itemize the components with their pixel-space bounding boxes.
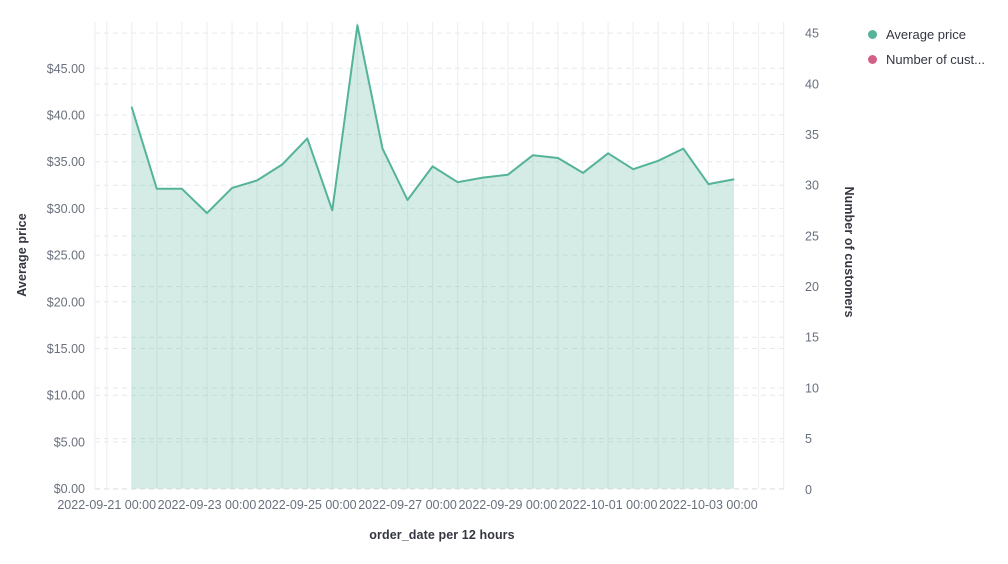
left-axis-tick-label: $30.00 (47, 202, 85, 216)
right-axis-tick-label: 0 (805, 483, 812, 497)
average-price-line (130, 24, 735, 215)
right-axis-tick-label: 10 (805, 381, 819, 395)
x-axis-tick-label: 2022-09-21 00:00 (57, 498, 156, 512)
left-axis-tick-label: $5.00 (54, 435, 85, 449)
left-axis-tick-label: $10.00 (47, 389, 85, 403)
average-price-area (131, 25, 734, 489)
right-axis-tick-labels: 0 5 10 15 20 25 30 35 40 45 (805, 27, 819, 497)
right-axis-tick-label: 20 (805, 280, 819, 294)
right-axis-tick-label: 15 (805, 331, 819, 345)
x-axis-title: order_date per 12 hours (369, 528, 515, 542)
x-axis-tick-labels: 2022-09-21 00:00 2022-09-23 00:00 2022-09-… (57, 498, 757, 512)
right-axis-tick-label: 45 (805, 27, 819, 41)
right-axis-tick-label: 35 (805, 128, 819, 142)
series-color-dot-icon (868, 30, 877, 39)
left-axis-tick-label: $15.00 (47, 342, 85, 356)
x-axis-tick-label: 2022-09-29 00:00 (458, 498, 557, 512)
x-axis-tick-label: 2022-10-01 00:00 (559, 498, 658, 512)
right-axis-tick-label: 25 (805, 229, 819, 243)
legend-label: Average price (886, 27, 966, 42)
x-axis-tick-label: 2022-10-03 00:00 (659, 498, 758, 512)
left-axis-tick-label: $45.00 (47, 62, 85, 76)
left-axis-tick-label: $0.00 (54, 482, 85, 496)
right-axis-tick-label: 5 (805, 432, 812, 446)
left-axis-tick-label: $20.00 (47, 295, 85, 309)
left-axis-tick-label: $25.00 (47, 249, 85, 263)
left-axis-title: Average price (15, 213, 29, 297)
legend-item-average-price[interactable]: Average price (862, 22, 1004, 47)
x-axis-tick-label: 2022-09-23 00:00 (158, 498, 257, 512)
legend: Average price Number of cust... (862, 22, 1004, 72)
right-axis-title: Number of customers (842, 186, 856, 318)
left-axis-tick-labels: $0.00 $5.00 $10.00 $15.00 $20.00 $25.00 $30.00… (47, 62, 85, 496)
right-axis-tick-label: 40 (805, 77, 819, 91)
legend-item-number-of-customers[interactable]: Number of cust... (862, 47, 1004, 72)
x-axis-tick-label: 2022-09-27 00:00 (358, 498, 457, 512)
right-axis-tick-label: 30 (805, 179, 819, 193)
x-axis-tick-label: 2022-09-25 00:00 (258, 498, 357, 512)
horizontal-gridlines (95, 32, 788, 490)
left-axis-tick-label: $35.00 (47, 155, 85, 169)
series-color-dot-icon (868, 55, 877, 64)
left-axis-tick-label: $40.00 (47, 109, 85, 123)
legend-label: Number of cust... (886, 52, 985, 67)
